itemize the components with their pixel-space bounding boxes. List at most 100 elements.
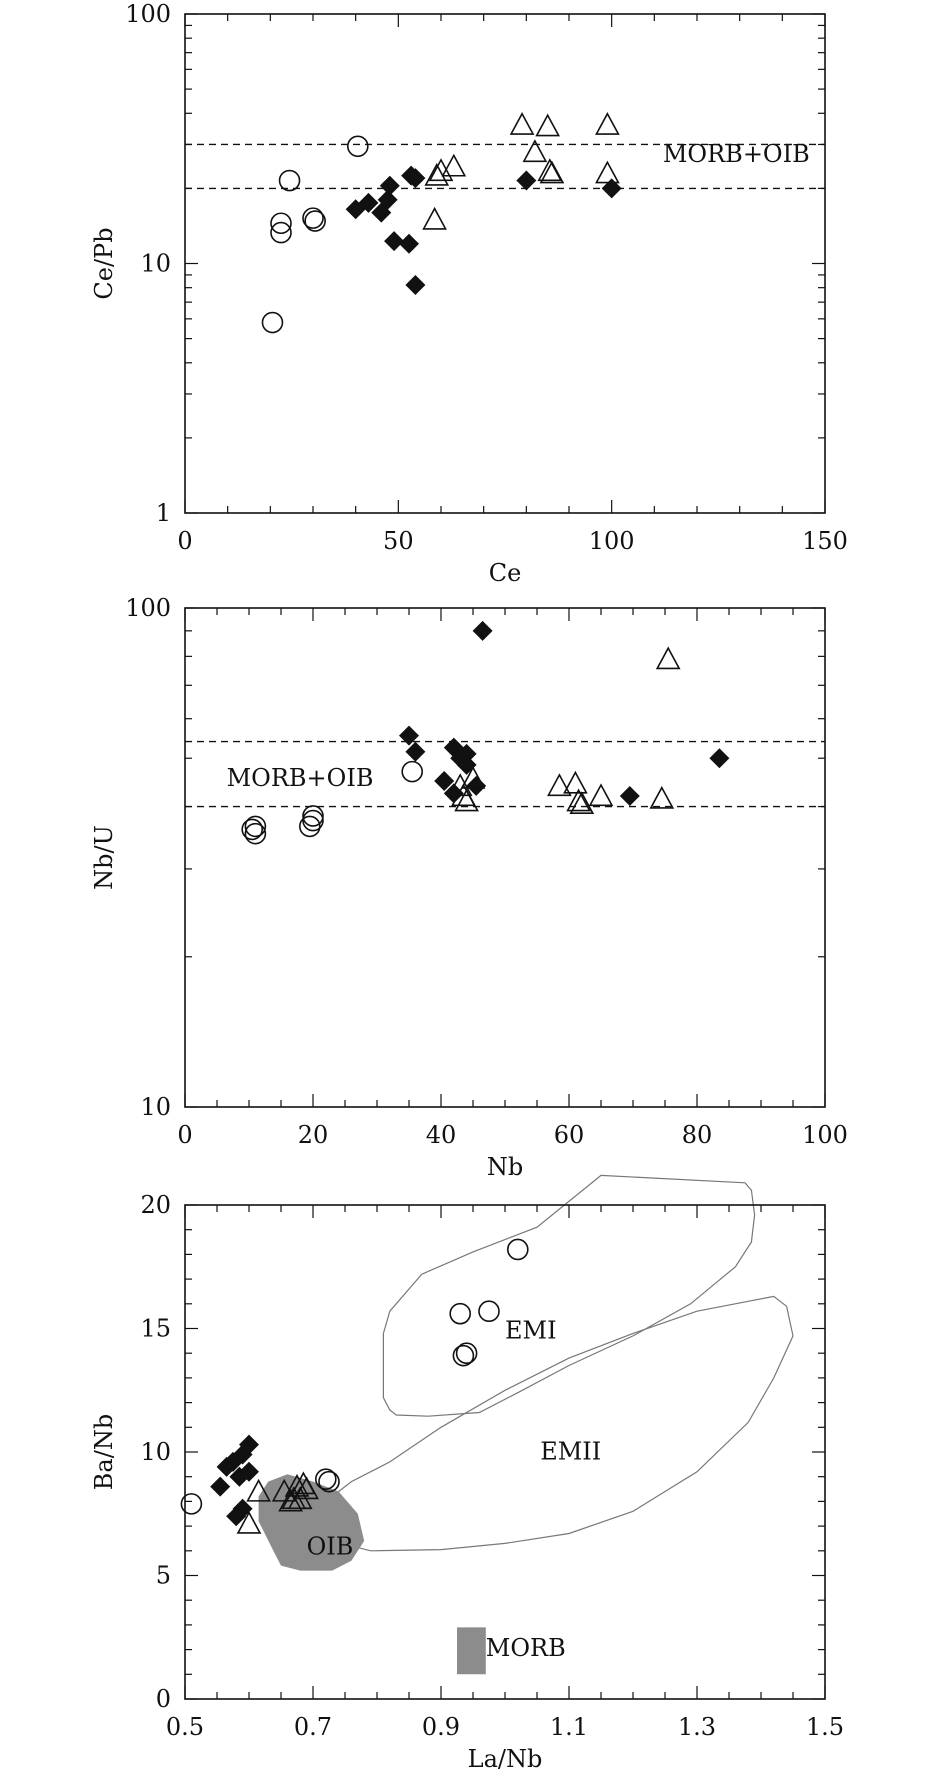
x-tick-label: 50 (383, 527, 414, 555)
data-point-diamond-filled (399, 725, 419, 746)
x-tick-label: 100 (802, 1121, 848, 1149)
data-point-diamond-filled (399, 233, 419, 254)
data-point-circle-open (270, 212, 292, 235)
data-point-diamond-filled (601, 178, 622, 199)
data-point-diamond-filled (516, 170, 537, 191)
field-label-emi: EMI (505, 1316, 557, 1344)
data-point-circle-open (302, 809, 324, 832)
data-point-triangle-open (447, 773, 473, 797)
y-axis-label: Ce/Pb (90, 227, 118, 299)
x-tick-label: 0.9 (422, 1713, 460, 1741)
data-point-triangle-open (649, 785, 675, 809)
field-emii (331, 1295, 794, 1552)
data-point-triangle-open (539, 160, 565, 184)
data-point-triangle-open (522, 139, 548, 163)
data-point-diamond-filled (709, 748, 730, 769)
field-label-emii: EMII (540, 1437, 601, 1465)
y-tick-label: 0 (156, 1685, 171, 1713)
data-point-circle-open (318, 1470, 340, 1493)
data-point-triangle-open (569, 791, 595, 815)
x-tick-label: 60 (554, 1121, 585, 1149)
field-morb (457, 1627, 486, 1675)
y-axis-label: Nb/U (90, 825, 118, 890)
data-point-triangle-open (424, 162, 450, 186)
data-point-circle-open (180, 1493, 203, 1515)
plot-frame (184, 13, 826, 514)
data-point-diamond-filled (379, 175, 400, 196)
data-point-diamond-filled (377, 189, 398, 210)
data-point-diamond-filled (358, 192, 379, 213)
panel-nb-u: 0 20 40 60 80 100 10 100 MORB+OIB Nb Nb/U (90, 594, 848, 1181)
x-tick-label: 0 (177, 527, 192, 555)
data-point-diamond-filled (405, 741, 426, 762)
panel-ba-nb: 0.5 0.7 0.9 1.1 1.3 1.5 0 5 10 15 20 EMI EMII OIB MORB… (90, 1174, 844, 1773)
data-point-triangle-open (460, 765, 486, 789)
data-point-triangle-open (547, 773, 572, 797)
y-tick-label: 5 (156, 1562, 171, 1590)
data-point-diamond-filled (384, 231, 405, 252)
x-tick-label: 0 (177, 1121, 192, 1149)
data-point-triangle-open (595, 112, 620, 135)
data-point-circle-open (278, 169, 301, 192)
y-tick-label: 100 (125, 594, 171, 622)
plot-frame (184, 607, 826, 1108)
data-point-triangle-open (595, 160, 620, 184)
data-point-circle-open (314, 1468, 337, 1490)
field-label-morb: MORB (486, 1634, 566, 1662)
data-point-diamond-filled (443, 783, 464, 804)
x-axis-label: Ce (489, 559, 522, 587)
data-point-triangle-open (236, 1510, 262, 1534)
x-tick-label: 80 (682, 1121, 713, 1149)
data-point-diamond-filled (619, 785, 640, 806)
y-tick-label: 10 (140, 250, 171, 278)
x-axis-label: Nb (487, 1153, 523, 1181)
data-point-circle-open (452, 1344, 475, 1367)
field-label-oib: OIB (307, 1533, 354, 1561)
x-tick-label: 1.1 (550, 1713, 588, 1741)
data-point-circle-open (401, 760, 424, 783)
x-tick-label: 0.7 (294, 1713, 332, 1741)
data-point-triangle-open (441, 153, 467, 177)
field-emi (382, 1174, 756, 1417)
x-tick-label: 1.5 (806, 1713, 844, 1741)
x-tick-label: 1.3 (678, 1713, 716, 1741)
data-point-circle-open (302, 805, 324, 827)
data-point-diamond-filled (456, 743, 477, 764)
y-tick-label: 15 (140, 1315, 171, 1343)
data-point-triangle-open (537, 158, 563, 182)
data-point-triangle-open (655, 646, 681, 670)
data-point-triangle-open (563, 770, 588, 794)
data-point-circle-open (478, 1300, 500, 1323)
data-point-diamond-filled (405, 275, 426, 296)
data-point-triangle-open (454, 788, 479, 812)
data-point-diamond-filled (472, 620, 493, 641)
data-point-triangle-open (422, 206, 447, 230)
data-point-diamond-filled (210, 1476, 231, 1497)
data-point-circle-open (270, 221, 292, 244)
data-point-circle-open (455, 1342, 478, 1364)
x-tick-label: 20 (298, 1121, 329, 1149)
annotation-label: MORB+OIB (227, 764, 374, 792)
y-tick-label: 10 (140, 1438, 171, 1466)
data-point-circle-open (449, 1302, 472, 1325)
data-point-triangle-open (278, 1488, 303, 1512)
x-tick-label: 0.5 (166, 1713, 204, 1741)
x-tick-label: 40 (426, 1121, 457, 1149)
panel-ce-pb: 0 50 100 150 1 10 100 MORB+OIB Ce Ce/Pb (90, 0, 848, 587)
x-axis-label: La/Nb (468, 1745, 543, 1773)
data-point-circle-open (304, 210, 326, 232)
data-point-triangle-open (535, 113, 561, 137)
data-point-circle-open (244, 822, 267, 845)
data-point-circle-open (241, 818, 263, 841)
field-oib (258, 1474, 365, 1571)
data-point-triangle-open (294, 1476, 319, 1500)
data-point-diamond-filled (466, 775, 487, 796)
y-tick-label: 1 (156, 499, 171, 527)
annotation-label: MORB+OIB (663, 140, 810, 168)
data-point-diamond-filled (405, 168, 426, 189)
data-point-diamond-filled (239, 1461, 259, 1482)
x-tick-label: 150 (802, 527, 848, 555)
x-tick-label: 100 (589, 527, 635, 555)
data-point-circle-open (261, 311, 284, 334)
